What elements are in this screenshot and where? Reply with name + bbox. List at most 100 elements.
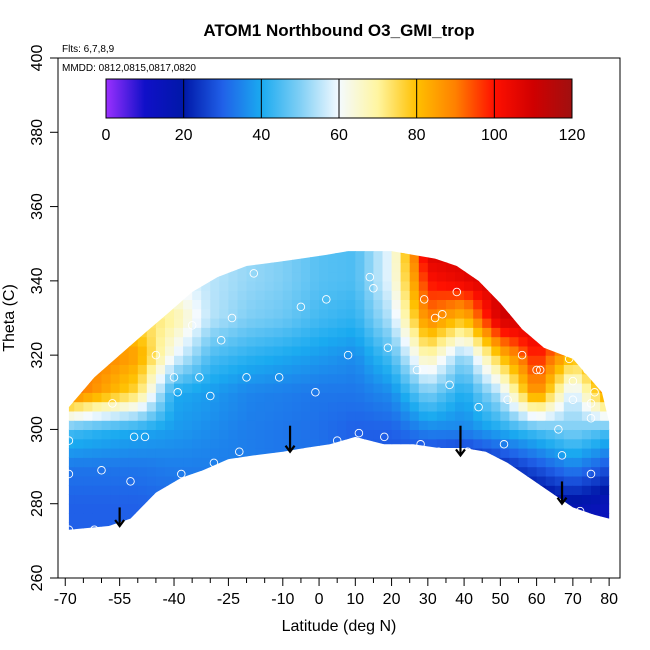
heatmap-cell	[455, 522, 465, 530]
heatmap-cell	[500, 345, 510, 356]
heatmap-cell	[391, 336, 402, 347]
heatmap-cell	[210, 355, 220, 365]
heatmap-cell	[609, 299, 619, 309]
observation-point	[169, 373, 179, 382]
heatmap-cell	[391, 429, 402, 440]
heatmap-cell	[273, 290, 284, 300]
heatmap-cell	[274, 532, 284, 542]
heatmap-cell	[237, 373, 248, 384]
heatmap-cell	[237, 494, 248, 505]
heatmap-cell	[482, 336, 492, 347]
heatmap-cell	[282, 410, 293, 421]
heatmap-cell	[183, 290, 193, 300]
heatmap-cell	[228, 373, 239, 384]
heatmap-cell	[382, 466, 393, 477]
heatmap-cell	[409, 420, 420, 430]
heatmap-cell	[591, 251, 601, 254]
heatmap-cell	[491, 336, 501, 347]
heatmap-cell	[174, 410, 184, 421]
heatmap-cell	[68, 271, 75, 282]
heatmap-cell	[600, 392, 610, 403]
heatmap-cell	[101, 383, 112, 393]
heatmap-cell	[300, 253, 311, 263]
heatmap-cell	[427, 401, 438, 412]
heatmap-cell	[591, 532, 601, 542]
heatmap-cell	[237, 475, 248, 486]
heatmap-cell	[409, 345, 420, 356]
heatmap-cell	[92, 345, 103, 356]
heatmap-cell	[509, 485, 520, 495]
heatmap-cell	[400, 475, 411, 486]
heatmap-cell	[155, 327, 166, 338]
heatmap-cell	[382, 420, 393, 430]
heatmap-cell	[210, 532, 220, 542]
heatmap-cell	[155, 494, 166, 505]
heatmap-cell	[210, 494, 220, 505]
heatmap-cell	[473, 345, 483, 356]
heatmap-cell	[536, 448, 547, 458]
heatmap-cell	[518, 299, 529, 310]
heatmap-cell	[373, 364, 384, 375]
heatmap-cell	[518, 383, 529, 393]
heatmap-cell	[74, 494, 84, 505]
heatmap-cell	[554, 448, 565, 458]
heatmap-cell	[237, 383, 248, 393]
heatmap-cell	[155, 522, 166, 530]
heatmap-cell	[337, 318, 347, 328]
heatmap-cell	[146, 308, 157, 319]
heatmap-cell	[581, 401, 592, 412]
observation-point	[586, 399, 596, 408]
heatmap-cell	[527, 308, 538, 319]
heatmap-cell	[291, 429, 302, 440]
heatmap-cell	[563, 336, 574, 347]
heatmap-cell	[409, 392, 420, 403]
heatmap-cell	[409, 336, 420, 347]
heatmap-cell	[201, 308, 211, 319]
heatmap-cell	[319, 457, 329, 468]
heatmap-cell	[346, 466, 356, 477]
heatmap-cell	[310, 475, 320, 486]
heatmap-cell	[246, 485, 257, 495]
heatmap-cell	[464, 262, 474, 273]
heatmap-cell	[337, 410, 347, 421]
heatmap-cell	[545, 290, 556, 300]
heatmap-cell	[500, 438, 510, 449]
heatmap-cell	[337, 251, 347, 254]
heatmap-cell	[201, 485, 211, 495]
heatmap-cell	[174, 448, 184, 458]
heatmap-cell	[192, 494, 202, 505]
heatmap-cell	[74, 299, 84, 310]
heatmap-cell	[436, 327, 447, 338]
heatmap-cell	[536, 262, 547, 273]
heatmap-cell	[464, 475, 474, 486]
heatmap-cell	[165, 253, 175, 263]
observation-point	[343, 350, 353, 360]
heatmap-cell	[201, 364, 211, 375]
heatmap-cell	[219, 373, 229, 384]
heatmap-cell	[328, 410, 338, 421]
heatmap-cell	[319, 336, 329, 347]
heatmap-cell	[183, 503, 193, 514]
heatmap-cell	[446, 271, 456, 282]
heatmap-cell	[74, 401, 84, 412]
heatmap-cell	[174, 364, 184, 375]
heatmap-cell	[291, 280, 302, 291]
heatmap-cell	[165, 448, 175, 458]
heatmap-cell	[545, 345, 556, 356]
heatmap-cell	[572, 364, 583, 375]
heatmap-cell	[400, 494, 411, 505]
heatmap-cell	[346, 364, 356, 375]
heatmap-cell	[518, 448, 529, 458]
heatmap-cell	[482, 290, 492, 300]
heatmap-cell	[518, 290, 529, 300]
heatmap-cell	[201, 513, 211, 523]
heatmap-cell	[300, 438, 311, 449]
heatmap-cell	[256, 532, 266, 542]
heatmap-cell	[436, 522, 447, 530]
heatmap-cell	[509, 513, 520, 523]
heatmap-cell	[210, 308, 220, 319]
heatmap-cell	[83, 290, 94, 300]
heatmap-cell	[192, 336, 202, 347]
heatmap-cell	[74, 438, 84, 449]
